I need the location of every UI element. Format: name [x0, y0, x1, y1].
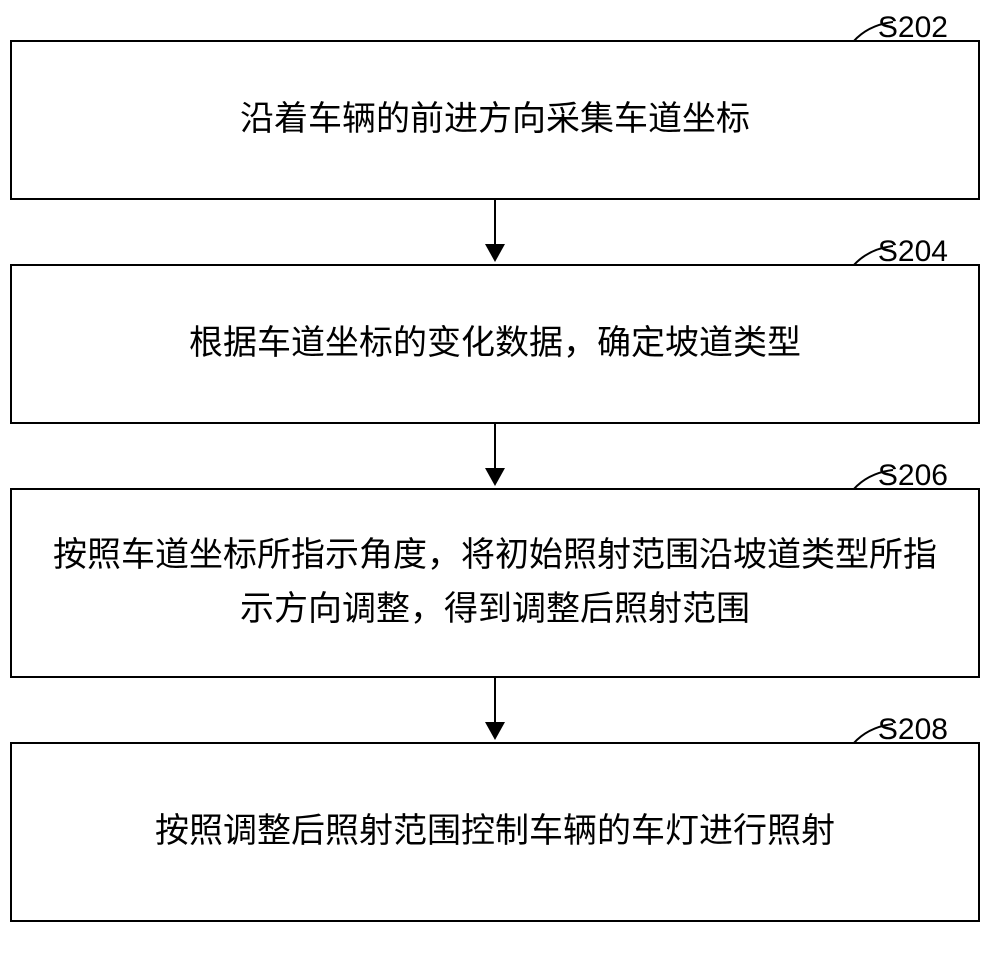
step-label: S204: [878, 228, 948, 276]
step-text: 沿着车辆的前进方向采集车道坐标: [240, 93, 750, 147]
arrow-line: [494, 678, 496, 728]
step-text: 根据车道坐标的变化数据，确定坡道类型: [189, 317, 801, 371]
arrow-connector: [10, 200, 980, 264]
arrow-line: [494, 424, 496, 474]
arrow-connector: [10, 678, 980, 742]
step-label: S208: [878, 706, 948, 754]
step-box-s202: S202 沿着车辆的前进方向采集车道坐标: [10, 40, 980, 200]
step-text: 按照调整后照射范围控制车辆的车灯进行照射: [155, 805, 835, 859]
step-box-s206: S206 按照车道坐标所指示角度，将初始照射范围沿坡道类型所指示方向调整，得到调…: [10, 488, 980, 678]
flowchart-container: S202 沿着车辆的前进方向采集车道坐标 S204 根据车道坐标的变化数据，确定…: [10, 40, 980, 922]
step-label: S202: [878, 4, 948, 52]
step-box-s208: S208 按照调整后照射范围控制车辆的车灯进行照射: [10, 742, 980, 922]
step-text: 按照车道坐标所指示角度，将初始照射范围沿坡道类型所指示方向调整，得到调整后照射范…: [52, 529, 938, 638]
step-box-s204: S204 根据车道坐标的变化数据，确定坡道类型: [10, 264, 980, 424]
arrow-head: [485, 722, 505, 740]
arrow-line: [494, 200, 496, 250]
arrow-head: [485, 468, 505, 486]
step-label: S206: [878, 452, 948, 500]
arrow-connector: [10, 424, 980, 488]
arrow-head: [485, 244, 505, 262]
